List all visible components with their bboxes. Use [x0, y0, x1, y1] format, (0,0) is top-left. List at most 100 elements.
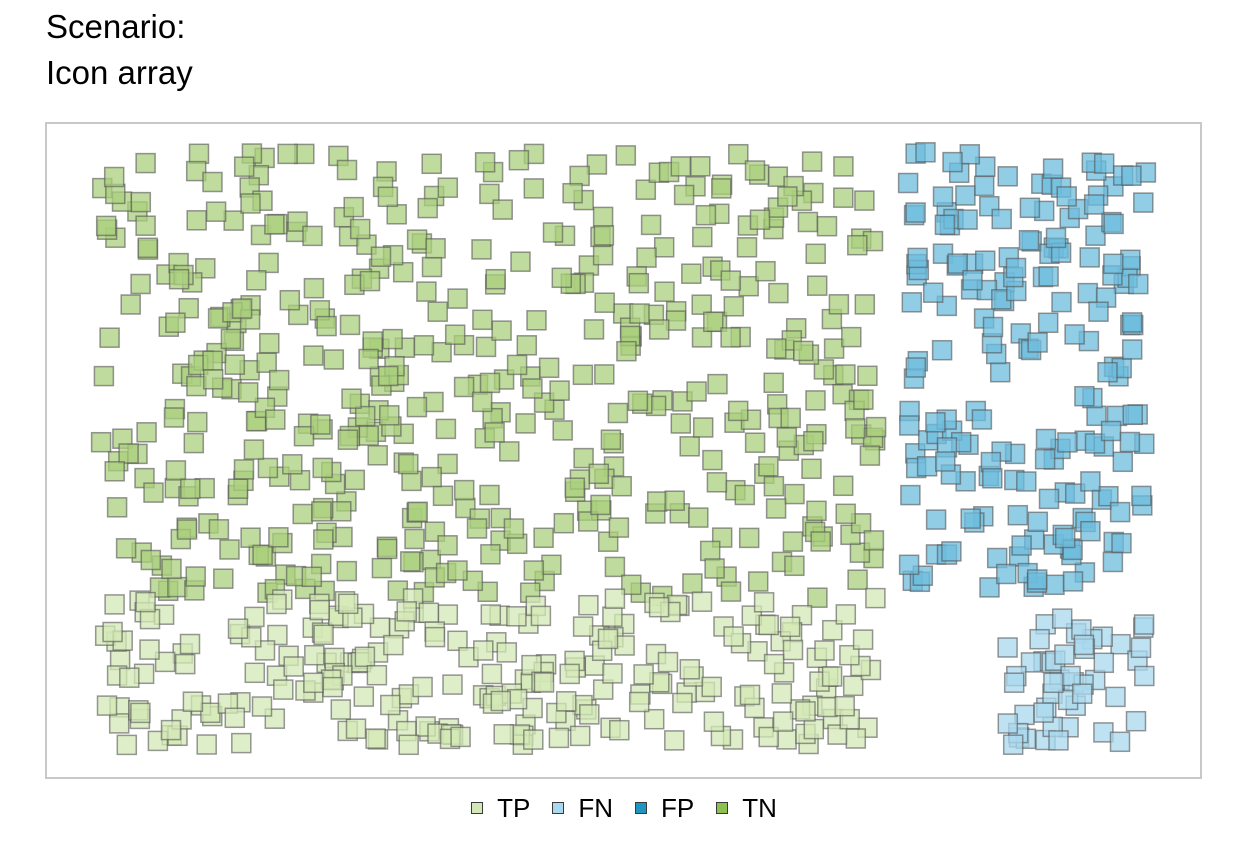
icon-tn	[484, 422, 505, 443]
icon-tn	[863, 530, 885, 551]
icon-tn	[136, 422, 157, 443]
icon-fp	[1045, 227, 1067, 249]
icon-tn	[706, 472, 728, 493]
icon-tp	[224, 707, 246, 729]
icon-tn	[686, 381, 707, 402]
icon-tn	[106, 497, 128, 518]
icon-tn	[479, 484, 500, 506]
icon-tn	[447, 560, 468, 581]
icon-tn	[379, 405, 400, 426]
legend-item-fp: FP	[635, 793, 694, 824]
icon-tp	[865, 587, 886, 609]
icon-tn	[137, 237, 158, 259]
icon-tn	[432, 485, 454, 507]
icon-tp	[842, 675, 864, 697]
icon-fp	[1119, 431, 1141, 453]
icon-tp	[782, 639, 804, 661]
icon-fp	[989, 361, 1011, 383]
icon-tn	[854, 294, 876, 315]
icon-fp	[957, 209, 978, 230]
icon-tn	[135, 152, 156, 174]
icon-fp	[1035, 428, 1057, 450]
icon-tn	[224, 354, 246, 375]
icon-tn	[303, 277, 325, 299]
icon-tn	[736, 237, 758, 258]
icon-fp	[1011, 535, 1032, 556]
icon-tn	[734, 484, 756, 506]
icon-tn	[499, 441, 520, 462]
icon-tn	[416, 281, 437, 302]
icon-tn	[311, 501, 332, 522]
icon-tn	[586, 154, 608, 175]
icon-tn	[797, 211, 819, 233]
icon-tn	[183, 432, 205, 454]
icon-tn	[541, 554, 562, 576]
icon-tn	[853, 389, 874, 410]
icon-fp	[1051, 291, 1072, 313]
icon-tn	[165, 312, 186, 333]
icon-tp	[365, 728, 386, 749]
icon-tp	[814, 640, 835, 661]
icon-tn	[240, 193, 261, 214]
icon-tp	[273, 679, 294, 700]
icon-tn	[833, 187, 854, 208]
icon-tn	[336, 159, 358, 181]
icon-fp	[1056, 186, 1077, 207]
icon-tn	[592, 206, 614, 228]
icon-tn	[185, 160, 207, 182]
icon-tp	[572, 616, 594, 637]
icon-tn	[690, 156, 711, 177]
icon-fp	[974, 250, 996, 271]
icon-fp	[1054, 527, 1076, 549]
icon-tp	[628, 691, 650, 713]
icon-tn	[140, 549, 162, 571]
icon-tn	[243, 439, 265, 460]
icon-tp	[366, 664, 388, 686]
icon-tp	[533, 672, 555, 693]
icon-fp	[1019, 197, 1041, 219]
icon-tp	[116, 734, 138, 756]
icon-fn	[1043, 672, 1064, 694]
icon-fp	[915, 142, 936, 163]
icon-fp	[1122, 404, 1143, 426]
icon-tn	[120, 294, 141, 315]
icon-tp	[490, 690, 512, 712]
icon-fp	[982, 316, 1004, 338]
icon-tp	[304, 644, 325, 666]
icon-tp	[102, 621, 123, 643]
icon-tn	[427, 301, 448, 322]
icon-tn	[569, 165, 590, 187]
icon-tp	[330, 699, 352, 720]
icon-tp	[267, 624, 288, 646]
icon-tp	[104, 594, 125, 615]
icon-tn	[600, 429, 622, 450]
icon-tn	[386, 204, 407, 225]
icon-tn	[118, 443, 139, 464]
icon-tn	[444, 324, 466, 345]
icon-tn	[695, 204, 717, 226]
icon-fp	[982, 468, 1003, 489]
icon-tn	[213, 568, 234, 589]
icon-tn	[593, 225, 615, 246]
icon-fp	[1121, 339, 1143, 360]
icon-tn	[533, 527, 554, 549]
icon-tn	[679, 436, 700, 457]
icon-tp	[821, 666, 843, 687]
icon-tn	[704, 558, 725, 579]
icon-tp	[648, 596, 670, 618]
icon-fp	[1057, 432, 1078, 453]
icon-tn	[161, 558, 182, 580]
icon-tn	[163, 407, 185, 428]
icon-tn	[93, 365, 115, 387]
icon-tn	[720, 327, 741, 348]
icon-fp	[1027, 511, 1049, 533]
icon-tp	[739, 684, 761, 706]
icon-tn	[302, 225, 323, 247]
icon-tp	[383, 634, 404, 656]
icon-fp	[1074, 385, 1095, 407]
icon-fn	[1109, 731, 1131, 753]
icon-tn	[421, 153, 442, 175]
icon-tn	[707, 373, 728, 395]
icon-fp	[1005, 257, 1027, 279]
icon-tp	[643, 708, 665, 730]
